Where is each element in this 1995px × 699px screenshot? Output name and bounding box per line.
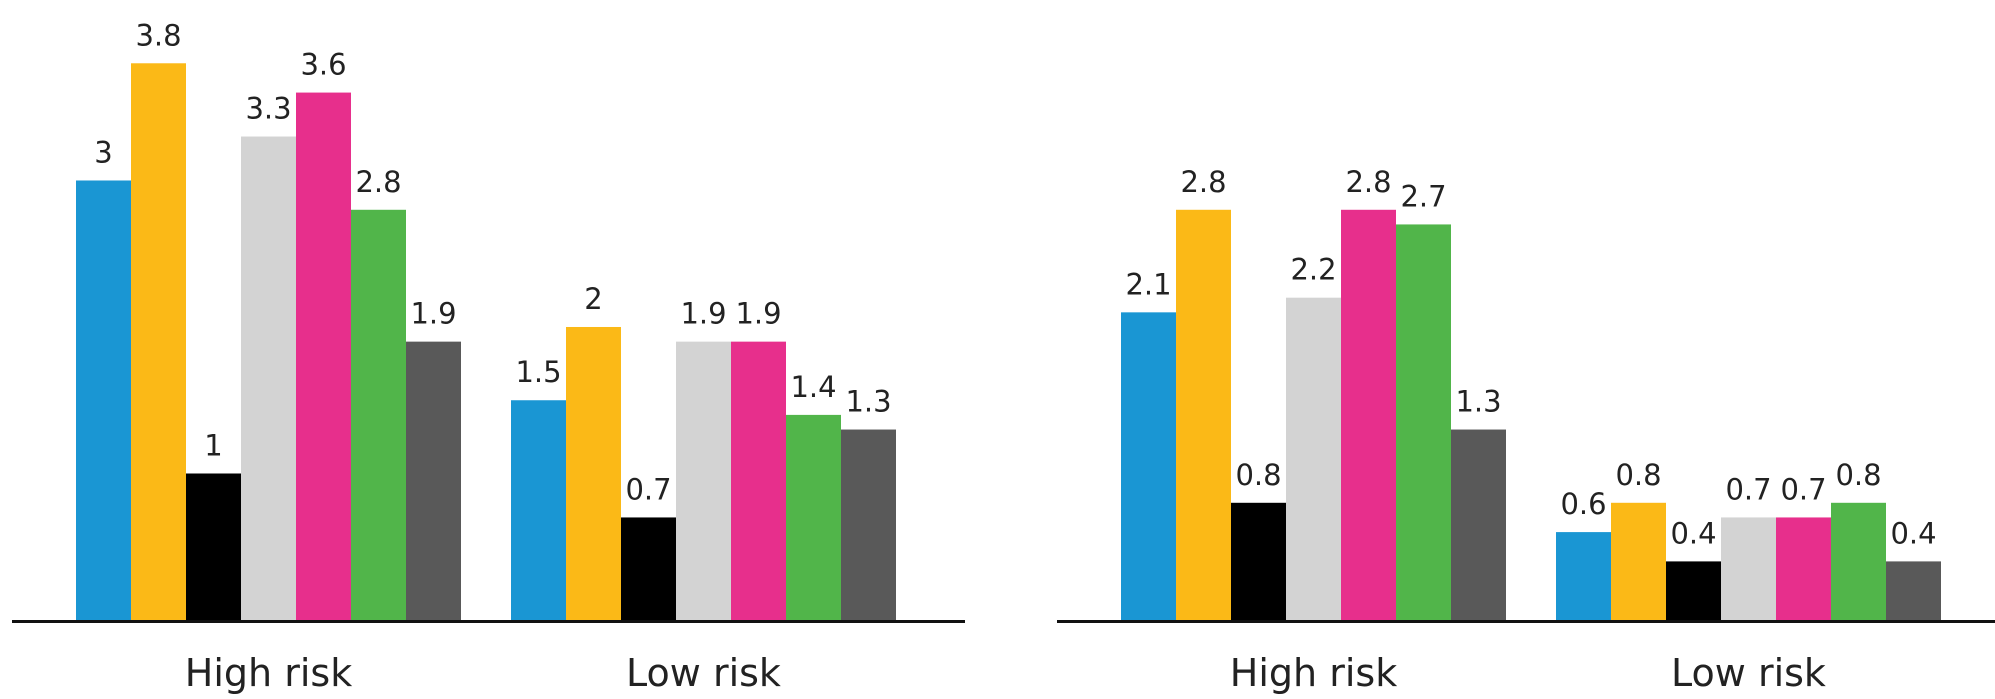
category-label: Low risk bbox=[626, 651, 781, 694]
data-label: 1.9 bbox=[410, 297, 456, 331]
data-label: 1.4 bbox=[790, 370, 836, 404]
data-label: 1.9 bbox=[735, 297, 781, 331]
category-label: Low risk bbox=[1671, 651, 1826, 694]
data-label: 2.1 bbox=[1125, 267, 1171, 301]
bar-low-risk-series-3 bbox=[1666, 561, 1721, 620]
bar-high-risk-series-6 bbox=[1396, 224, 1451, 621]
data-label: 0.4 bbox=[1890, 516, 1936, 550]
bar-high-risk-series-2 bbox=[131, 63, 186, 621]
bar-low-risk-series-1 bbox=[1556, 532, 1611, 620]
bar-low-risk-series-5 bbox=[731, 341, 786, 620]
bar-low-risk-series-6 bbox=[1831, 502, 1886, 620]
data-label: 1.9 bbox=[680, 297, 726, 331]
bar-high-risk-series-4 bbox=[1286, 297, 1341, 620]
data-label: 0.8 bbox=[1835, 458, 1881, 492]
data-label: 1 bbox=[204, 428, 222, 462]
bar-high-risk-series-6 bbox=[351, 209, 406, 620]
data-label: 3.6 bbox=[300, 48, 346, 82]
bar-low-risk-series-7 bbox=[1886, 561, 1941, 620]
left-bar-chart: 3 3.8 1 3.3 3.6 2.8 1.9 High risk 1.5 2 0.7 1.9 1.9 1… bbox=[12, 18, 965, 695]
category-label: High risk bbox=[185, 651, 352, 694]
bar-high-risk-series-4 bbox=[241, 136, 296, 620]
right-bar-chart: 2.1 2.8 0.8 2.2 2.8 2.7 1.3 High risk 0.6 0.8 0.4 0… bbox=[1057, 165, 1995, 695]
data-label: 1.3 bbox=[1455, 385, 1501, 419]
data-label: 2.8 bbox=[355, 165, 401, 199]
bar-high-risk-series-5 bbox=[296, 92, 351, 621]
data-label: 2.8 bbox=[1345, 165, 1391, 199]
bar-high-risk-series-7 bbox=[406, 341, 461, 620]
data-label: 0.7 bbox=[625, 472, 671, 506]
bar-high-risk-series-2 bbox=[1176, 209, 1231, 620]
data-label: 0.4 bbox=[1670, 516, 1716, 550]
bar-high-risk-series-3 bbox=[186, 473, 241, 620]
bar-low-risk-series-4 bbox=[1721, 517, 1776, 620]
data-label: 1.5 bbox=[515, 355, 561, 389]
data-label: 0.7 bbox=[1725, 472, 1771, 506]
bar-high-risk-series-1 bbox=[76, 180, 131, 620]
bar-low-risk-series-3 bbox=[621, 517, 676, 620]
bar-low-risk-series-5 bbox=[1776, 517, 1831, 620]
bar-low-risk-series-2 bbox=[1611, 502, 1666, 620]
bar-low-risk-series-4 bbox=[676, 341, 731, 620]
bar-high-risk-series-1 bbox=[1121, 312, 1176, 620]
data-label: 0.7 bbox=[1780, 472, 1826, 506]
data-label: 0.6 bbox=[1560, 487, 1606, 521]
bar-high-risk-series-3 bbox=[1231, 502, 1286, 620]
data-label: 3.3 bbox=[245, 92, 291, 126]
data-label: 2.8 bbox=[1180, 165, 1226, 199]
bar-low-risk-series-6 bbox=[786, 414, 841, 620]
data-label: 2.2 bbox=[1290, 253, 1336, 287]
bar-high-risk-series-7 bbox=[1451, 429, 1506, 620]
bar-low-risk-series-7 bbox=[841, 429, 896, 620]
data-label: 1.3 bbox=[845, 385, 891, 419]
bar-high-risk-series-5 bbox=[1341, 209, 1396, 620]
data-label: 0.8 bbox=[1235, 458, 1281, 492]
bar-low-risk-series-1 bbox=[511, 400, 566, 620]
bar-low-risk-series-2 bbox=[566, 326, 621, 620]
data-label: 2 bbox=[584, 282, 602, 316]
data-label: 3.8 bbox=[135, 18, 181, 52]
data-label: 2.7 bbox=[1400, 179, 1446, 213]
category-label: High risk bbox=[1230, 651, 1397, 694]
data-label: 0.8 bbox=[1615, 458, 1661, 492]
data-label: 3 bbox=[94, 135, 112, 169]
